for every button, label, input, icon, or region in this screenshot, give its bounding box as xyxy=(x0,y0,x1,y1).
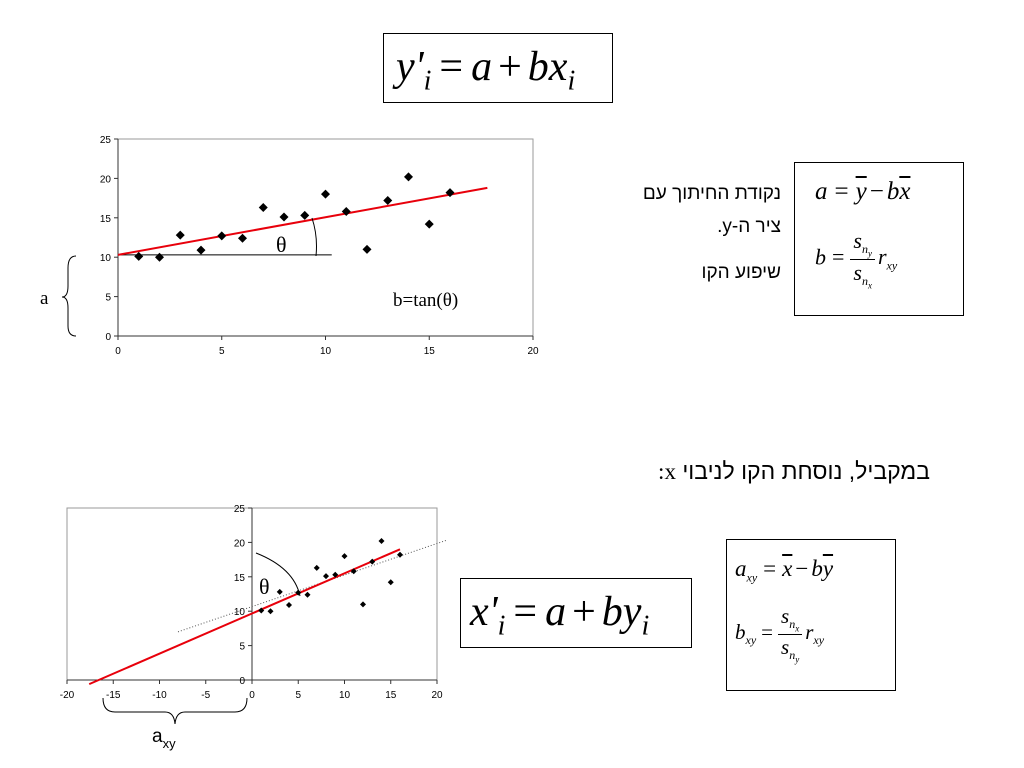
data-point xyxy=(341,553,348,560)
data-point xyxy=(350,568,357,575)
x-tick-label: 0 xyxy=(115,346,121,357)
regression-line xyxy=(88,548,401,686)
y-tick-label: 15 xyxy=(234,573,246,584)
slope-label: שיפוע הקו xyxy=(701,262,781,283)
data-point xyxy=(369,558,376,565)
y-tick-label: 10 xyxy=(100,253,112,264)
data-point xyxy=(424,219,434,229)
intercept-label-2: ציר ה-y. xyxy=(717,216,781,237)
y-tick-label: 0 xyxy=(239,676,245,687)
data-point xyxy=(175,230,185,240)
data-point xyxy=(383,195,393,205)
x-tick-label: 15 xyxy=(424,346,436,357)
data-point xyxy=(155,252,164,262)
data-point xyxy=(196,245,206,255)
data-point xyxy=(321,189,330,199)
y-tick-label: 20 xyxy=(234,538,246,549)
chart-top: 0 5 10 15 20 0 5 10 15 20 25 xyxy=(100,135,539,357)
x-tick-label: 5 xyxy=(219,346,225,357)
data-point xyxy=(134,251,144,261)
y-tick-label: 10 xyxy=(234,607,246,618)
data-point xyxy=(323,573,329,580)
data-point xyxy=(378,538,385,545)
y-tick-label: 25 xyxy=(234,504,246,515)
data-point xyxy=(332,571,339,578)
theta-label-bottom: θ xyxy=(259,574,270,599)
data-point xyxy=(267,608,274,615)
data-point xyxy=(276,588,283,595)
formula-b: b = sny snx rxy xyxy=(815,228,898,291)
bottom-formula-box xyxy=(460,578,692,648)
x-tick-label: -5 xyxy=(201,690,210,701)
y-tick-label: 15 xyxy=(100,214,112,225)
x-tick-label: 10 xyxy=(339,690,351,701)
x-tick-label: 20 xyxy=(431,690,443,701)
data-point xyxy=(258,203,268,213)
x-tick-label: 5 xyxy=(295,690,301,701)
y-tick-label: 20 xyxy=(100,174,112,185)
b-tan-label: b=tan(θ) xyxy=(393,290,458,311)
x-tick-label: 20 xyxy=(527,346,539,357)
formula-bxy: bxy = snx sny rxy xyxy=(735,604,825,665)
x-tick-label: -20 xyxy=(60,690,75,701)
data-point xyxy=(279,212,289,222)
data-point xyxy=(397,551,403,558)
x-tick-label: 0 xyxy=(249,690,255,701)
data-point xyxy=(404,172,413,182)
theta-label-top: θ xyxy=(276,232,287,257)
regression-line xyxy=(117,186,488,256)
a-brace xyxy=(61,255,77,337)
data-point xyxy=(258,607,265,614)
x-tick-label: 10 xyxy=(320,346,332,357)
y-tick-label: 5 xyxy=(105,293,111,304)
data-point xyxy=(238,233,247,243)
bottom-coefficients-box xyxy=(726,539,896,691)
formula-axy: axy = x − by xyxy=(735,556,834,585)
data-point xyxy=(217,231,227,241)
a-label: a xyxy=(40,288,49,309)
theta-arc-bottom xyxy=(255,552,301,597)
dotted-regression-line xyxy=(177,539,447,633)
chart-bottom: -20 -15 -10 -5 0 5 10 15 20 0 5 10 15 20 25 xyxy=(60,504,447,701)
top-formula-box xyxy=(383,33,613,103)
data-point xyxy=(286,602,292,609)
data-point xyxy=(304,591,311,598)
data-point xyxy=(360,601,366,608)
top-coefficients-box xyxy=(794,162,964,316)
data-point xyxy=(313,564,320,571)
top-formula: y'i = a + bxi xyxy=(396,44,576,97)
theta-arc-top xyxy=(311,217,317,257)
axy-label: axy xyxy=(152,726,176,751)
bottom-formula: x'i = a + byi xyxy=(470,589,650,642)
x-tick-label: -10 xyxy=(152,690,167,701)
data-point xyxy=(341,206,351,216)
intercept-label-1: נקודת החיתוך עם xyxy=(642,183,781,204)
y-tick-label: 0 xyxy=(105,332,111,343)
x-tick-label: 15 xyxy=(385,690,397,701)
data-point xyxy=(362,244,372,254)
parallel-heading: במקביל, נוסחת הקו לניבוי x: xyxy=(658,458,930,484)
data-point xyxy=(387,579,394,586)
data-point xyxy=(445,188,455,198)
y-tick-label: 25 xyxy=(100,135,112,146)
axy-brace xyxy=(102,697,248,725)
x-tick-label: -15 xyxy=(106,690,121,701)
data-point xyxy=(300,210,310,220)
formula-a: a = y − bx xyxy=(815,178,911,205)
y-tick-label: 5 xyxy=(239,642,245,653)
